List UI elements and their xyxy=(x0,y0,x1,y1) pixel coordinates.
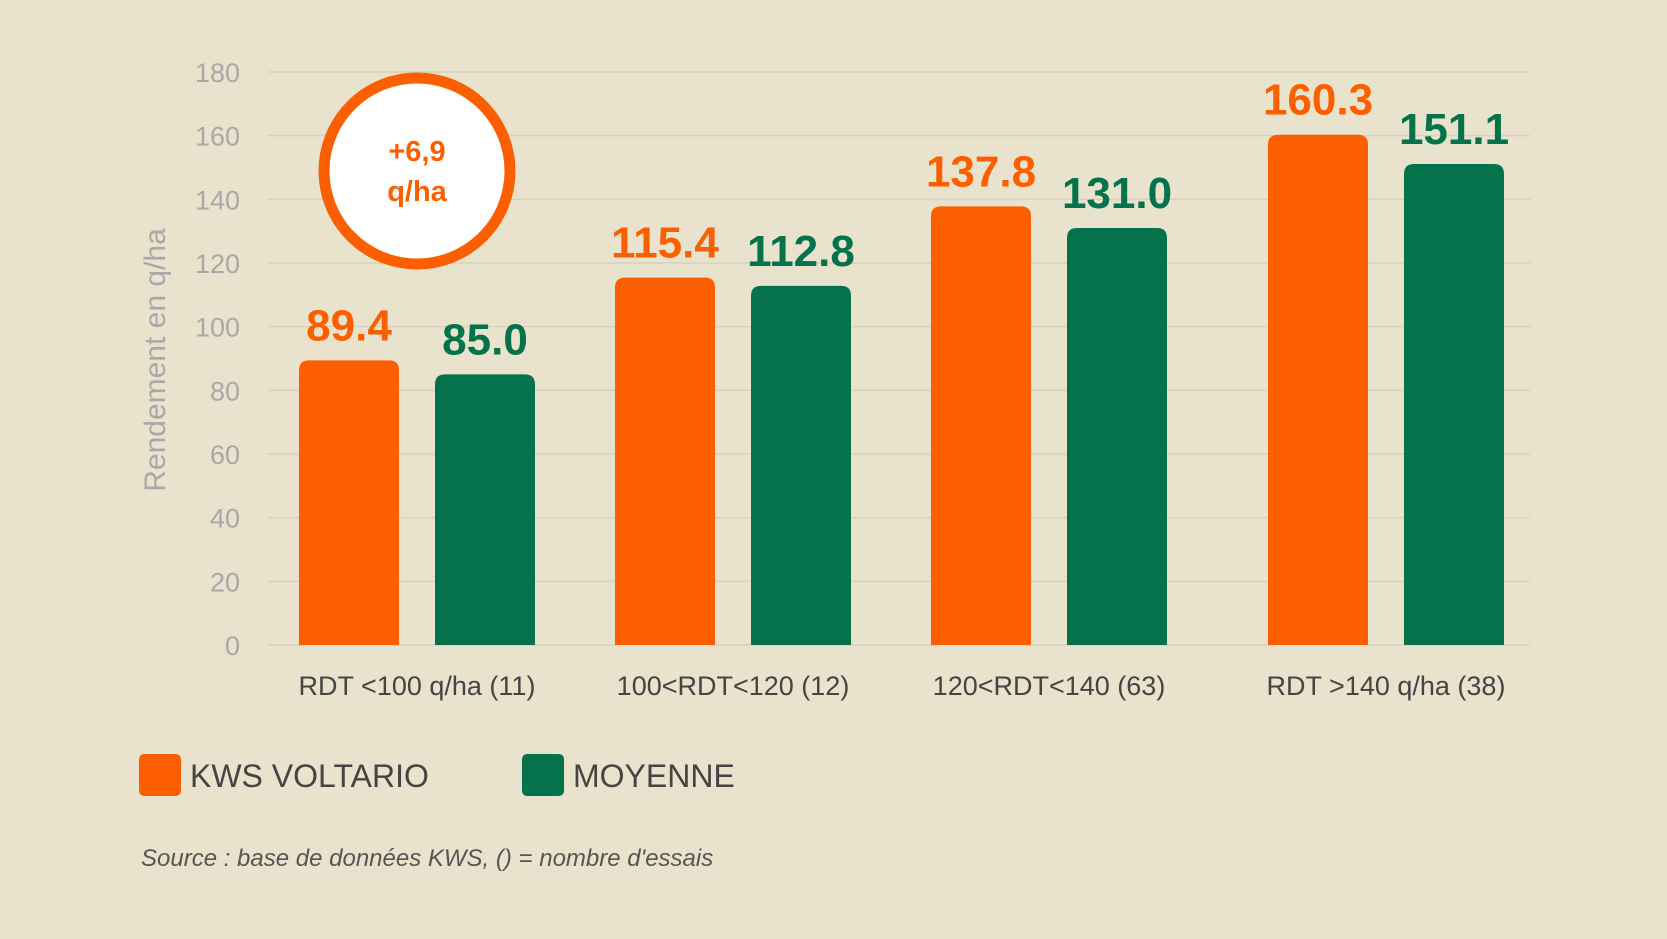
bars xyxy=(299,134,1504,645)
legend-swatch-kws xyxy=(139,754,181,796)
bar-kws-4 xyxy=(1268,134,1368,645)
y-tick-label: 80 xyxy=(210,376,240,406)
category-label: RDT >140 q/ha (38) xyxy=(1267,671,1506,701)
bar-moyenne-1 xyxy=(435,374,535,645)
bar-moyenne-4 xyxy=(1404,163,1504,645)
data-label-kws-4: 160.3 xyxy=(1263,76,1373,125)
source-note: Source : base de données KWS, () = nombr… xyxy=(141,845,713,872)
data-label-moyenne-2: 112.8 xyxy=(747,227,855,276)
legend-label-kws: KWS VOLTARIO xyxy=(190,758,429,794)
bar-moyenne-2 xyxy=(751,285,851,645)
gain-badge-value: +6,9 xyxy=(388,136,445,168)
data-labels: 89.4 85.0 115.4 112.8 137.8 131.0 160.3 151.1 xyxy=(306,76,1509,365)
category-labels: RDT <100 q/ha (11) 100<RDT<120 (12) 120<RD… xyxy=(299,671,1506,701)
y-tick-label: 20 xyxy=(210,567,240,597)
bar-kws-3 xyxy=(931,206,1031,645)
y-axis-ticks: 0 20 40 60 80 100 120 140 160 180 xyxy=(195,58,240,661)
gain-badge-unit: q/ha xyxy=(387,176,447,208)
gain-badge-circle xyxy=(318,72,516,270)
data-label-kws-1: 89.4 xyxy=(306,301,392,350)
legend: KWS VOLTARIO MOYENNE xyxy=(139,754,735,796)
category-label: 100<RDT<120 (12) xyxy=(617,671,850,701)
bar-moyenne-3 xyxy=(1067,227,1167,645)
y-axis-label: Rendement en q/ha xyxy=(139,228,172,492)
bar-kws-2 xyxy=(615,277,715,645)
category-label: RDT <100 q/ha (11) xyxy=(299,671,536,701)
category-label: 120<RDT<140 (63) xyxy=(933,671,1166,701)
y-tick-label: 100 xyxy=(195,313,240,343)
data-label-kws-2: 115.4 xyxy=(611,219,719,268)
data-label-moyenne-4: 151.1 xyxy=(1399,105,1509,154)
y-tick-label: 0 xyxy=(225,631,240,661)
y-tick-label: 160 xyxy=(195,122,240,152)
y-tick-label: 120 xyxy=(195,249,240,279)
gain-badge: +6,9 q/ha xyxy=(318,72,516,270)
y-tick-label: 60 xyxy=(210,440,240,470)
bar-kws-1 xyxy=(299,360,399,645)
data-label-moyenne-3: 131.0 xyxy=(1062,169,1172,218)
y-tick-label: 140 xyxy=(195,185,240,215)
legend-label-moyenne: MOYENNE xyxy=(573,758,735,794)
data-label-kws-3: 137.8 xyxy=(926,147,1036,196)
y-tick-label: 40 xyxy=(210,504,240,534)
legend-swatch-moyenne xyxy=(522,754,564,796)
y-tick-label: 180 xyxy=(195,58,240,88)
data-label-moyenne-1: 85.0 xyxy=(442,315,528,364)
